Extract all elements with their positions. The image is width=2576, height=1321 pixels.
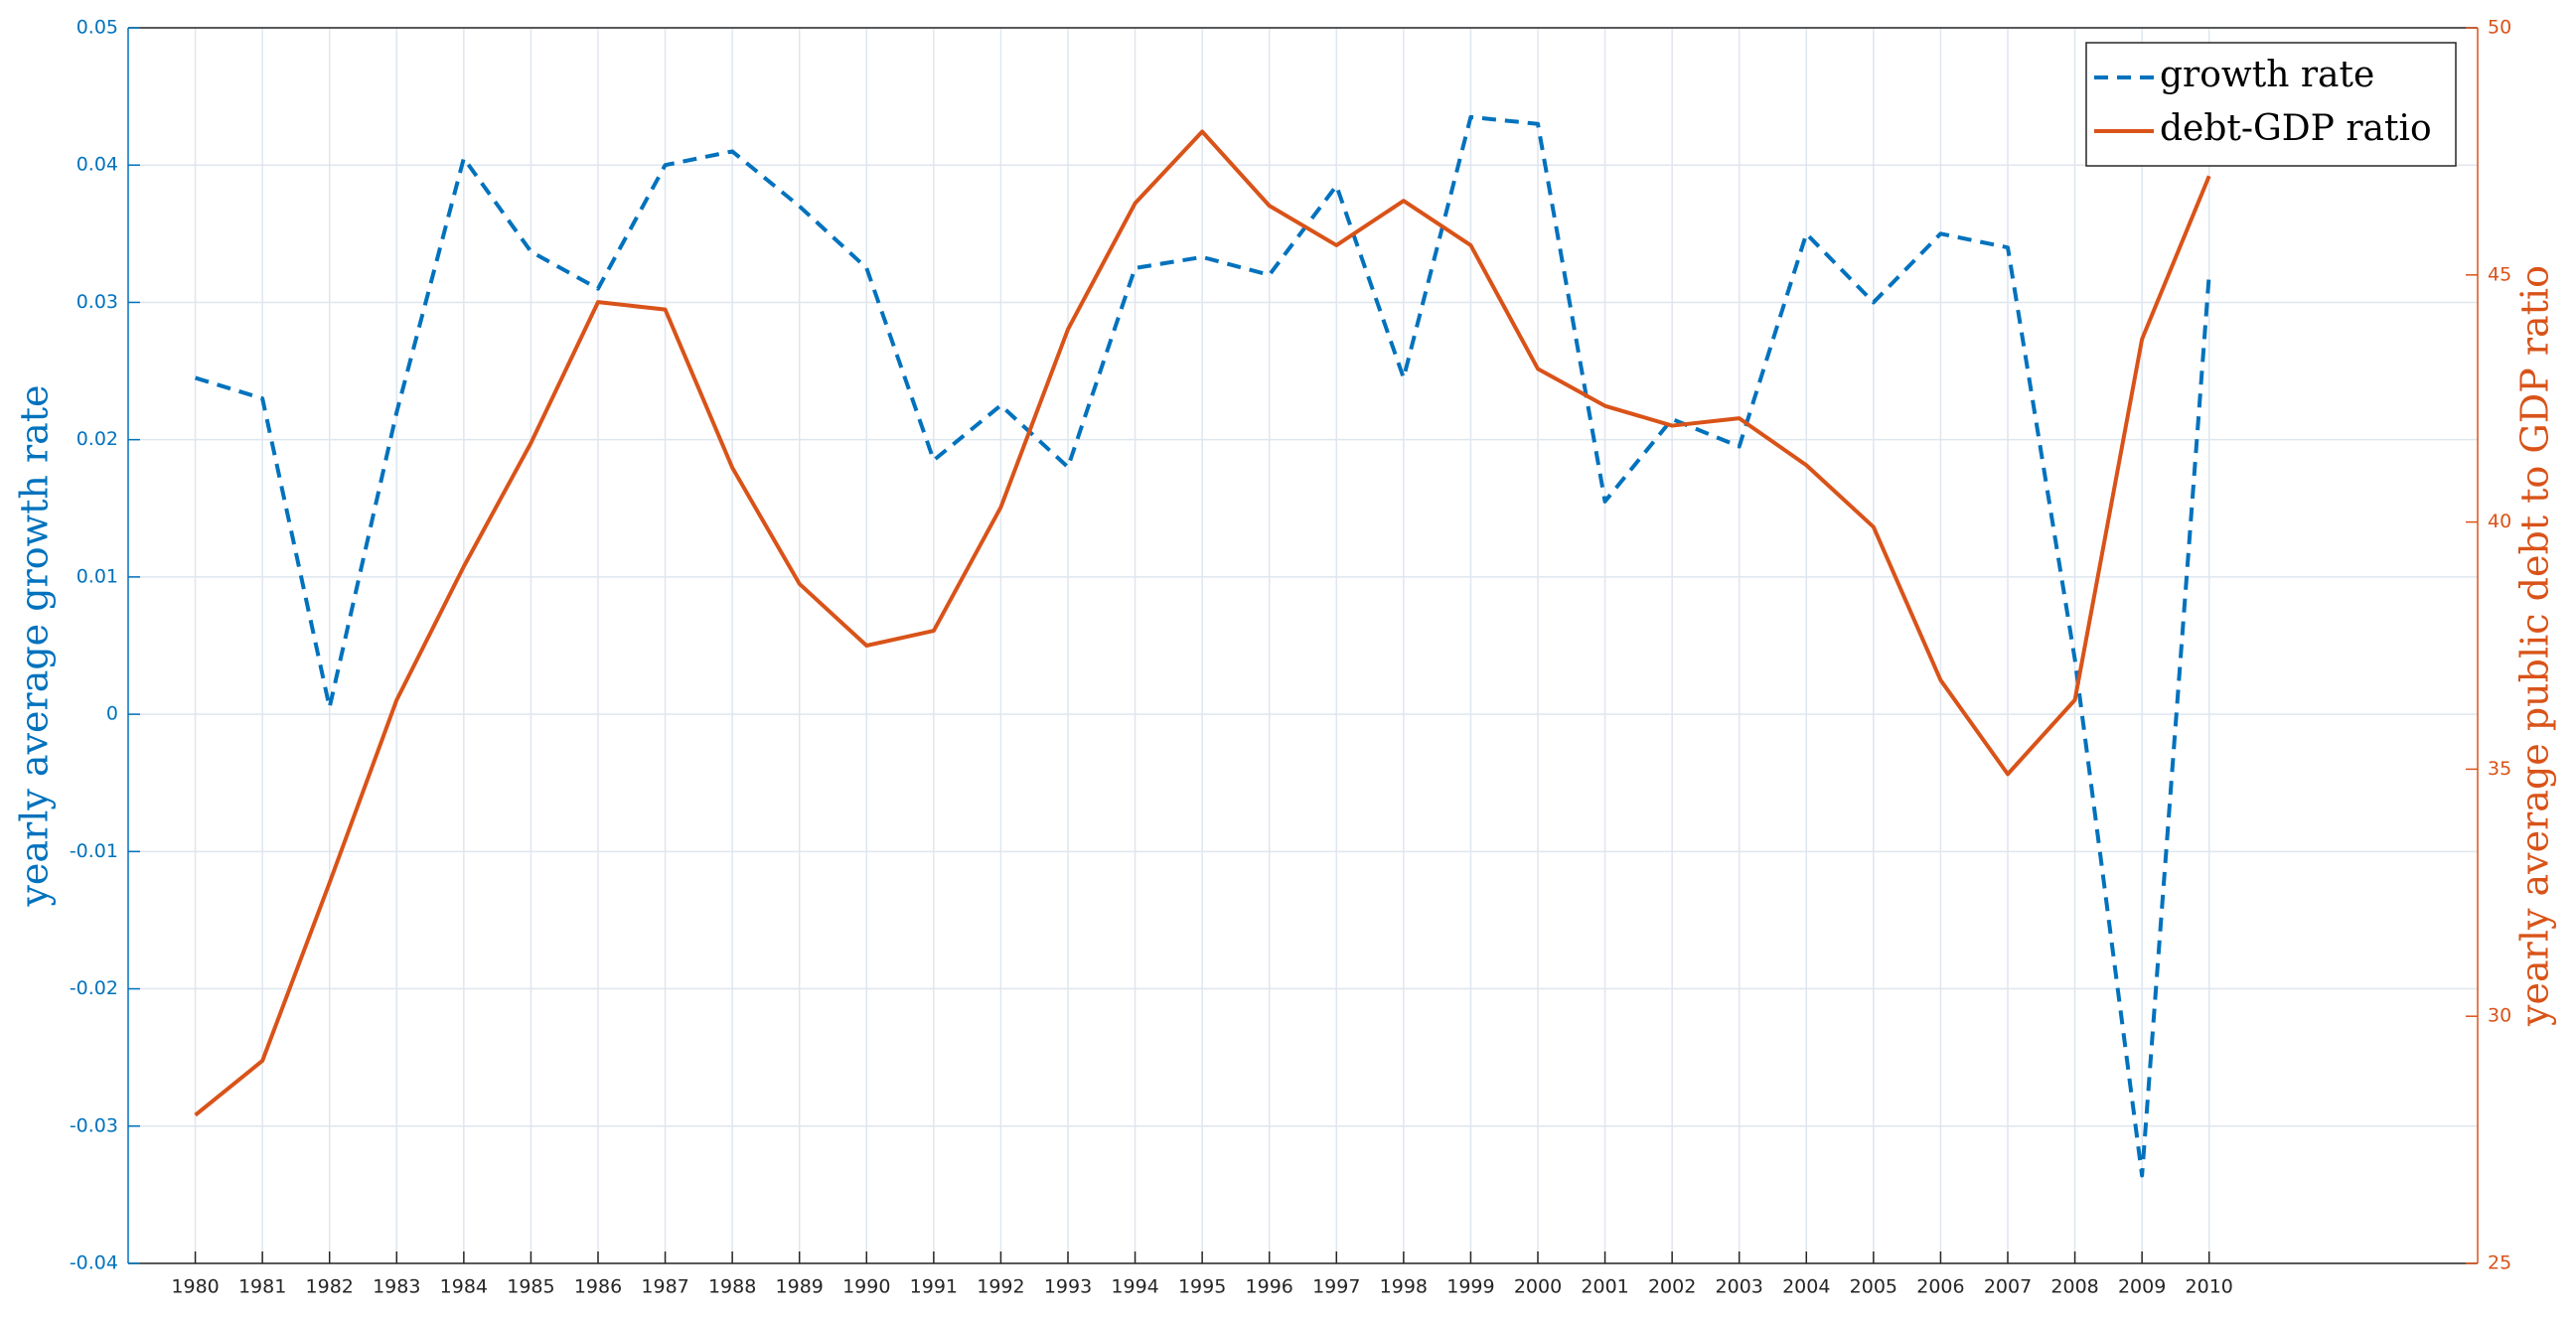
y2-tick-label: 30 bbox=[2488, 1005, 2511, 1027]
x-tick-label: 2008 bbox=[2050, 1276, 2098, 1298]
y-tick-label: -0.03 bbox=[70, 1114, 118, 1136]
series-line bbox=[194, 114, 2211, 1178]
x-tick-label: 1991 bbox=[910, 1276, 958, 1298]
legend-box bbox=[2085, 42, 2457, 167]
x-tick-label: 1994 bbox=[1111, 1276, 1158, 1298]
x-tick-label: 1981 bbox=[238, 1276, 286, 1298]
legend: growth rate debt-GDP ratio bbox=[2085, 42, 2457, 167]
y-tick-label: 0.03 bbox=[76, 291, 118, 313]
x-tick-label: 1992 bbox=[977, 1276, 1024, 1298]
x-tick-label: 2001 bbox=[1581, 1276, 1628, 1298]
y-tick-label: -0.04 bbox=[70, 1252, 118, 1274]
x-tick-label: 1993 bbox=[1044, 1276, 1092, 1298]
y2-tick-label: 25 bbox=[2488, 1252, 2511, 1274]
legend-label: growth rate bbox=[2160, 55, 2374, 95]
y2-tick-label: 35 bbox=[2488, 758, 2511, 780]
x-tick-label: 1989 bbox=[776, 1276, 824, 1298]
y-tick-label: -0.02 bbox=[70, 977, 118, 999]
x-tick-label: 1980 bbox=[171, 1276, 219, 1298]
y2-tick-label: 50 bbox=[2488, 17, 2511, 39]
y-tick-label: 0.05 bbox=[76, 17, 118, 39]
x-tick-label: 1988 bbox=[708, 1276, 756, 1298]
y2-axis-label: yearly average public debt to GDP ratio bbox=[2513, 265, 2557, 1027]
y-tick-label: 0.01 bbox=[76, 565, 118, 587]
x-tick-label: 1990 bbox=[842, 1276, 890, 1298]
x-tick-label: 1986 bbox=[574, 1276, 622, 1298]
y2-tick-label: 45 bbox=[2488, 263, 2511, 285]
legend-label: debt-GDP ratio bbox=[2160, 108, 2432, 149]
x-tick-label: 2003 bbox=[1716, 1276, 1763, 1298]
y2-tick-label: 40 bbox=[2488, 511, 2511, 532]
x-tick-label: 2009 bbox=[2118, 1276, 2166, 1298]
x-tick-label: 1999 bbox=[1446, 1276, 1494, 1298]
series-line bbox=[194, 129, 2211, 1117]
x-tick-label: 2002 bbox=[1648, 1276, 1696, 1298]
y-tick-label: 0 bbox=[106, 703, 118, 725]
x-tick-label: 1997 bbox=[1312, 1276, 1360, 1298]
x-tick-label: 1983 bbox=[373, 1276, 420, 1298]
x-tick-label: 1998 bbox=[1380, 1276, 1428, 1298]
x-tick-label: 1987 bbox=[641, 1276, 688, 1298]
x-tick-label: 2000 bbox=[1514, 1276, 1562, 1298]
x-tick-label: 2006 bbox=[1916, 1276, 1964, 1298]
x-tick-label: 2005 bbox=[1850, 1276, 1897, 1298]
y-tick-label: 0.02 bbox=[76, 428, 118, 450]
x-tick-label: 2010 bbox=[2186, 1276, 2233, 1298]
x-tick-label: 2007 bbox=[1984, 1276, 2032, 1298]
x-tick-label: 1984 bbox=[440, 1276, 488, 1298]
x-tick-label: 1995 bbox=[1178, 1276, 1226, 1298]
x-tick-label: 1996 bbox=[1246, 1276, 1293, 1298]
y-tick-label: 0.04 bbox=[76, 154, 118, 176]
x-tick-label: 2004 bbox=[1782, 1276, 1830, 1298]
x-tick-label: 1985 bbox=[507, 1276, 554, 1298]
x-tick-label: 1982 bbox=[306, 1276, 354, 1298]
y-tick-label: -0.01 bbox=[70, 840, 118, 862]
y-axis-label: yearly average growth rate bbox=[13, 384, 57, 907]
